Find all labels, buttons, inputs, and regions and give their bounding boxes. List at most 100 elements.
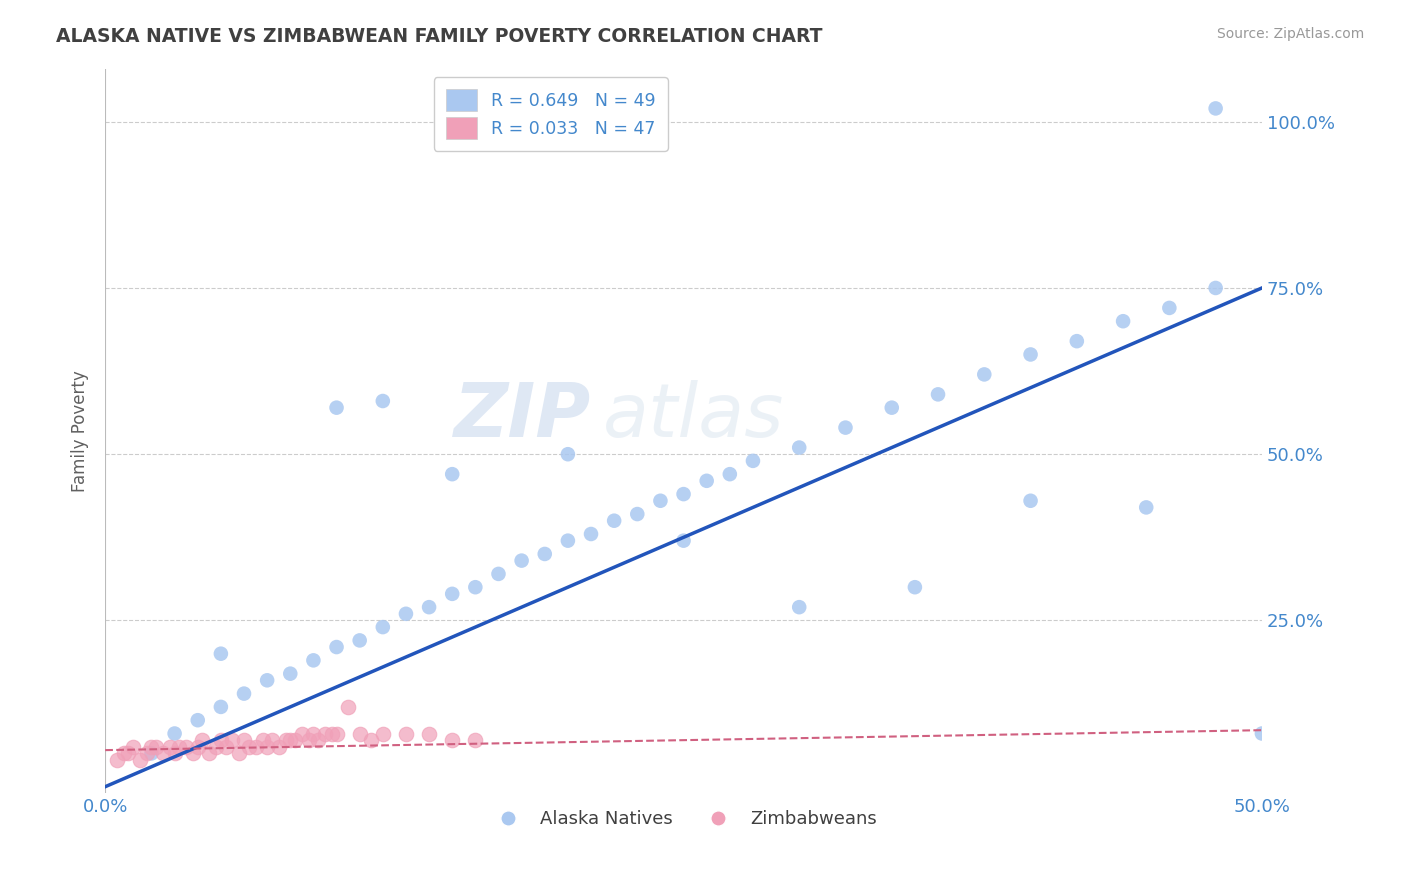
Point	[1159, 301, 1181, 315]
Point	[256, 673, 278, 688]
Point	[718, 467, 741, 482]
Point	[245, 739, 267, 754]
Point	[163, 747, 186, 761]
Point	[395, 607, 418, 621]
Point	[163, 726, 186, 740]
Text: ZIP: ZIP	[454, 380, 591, 453]
Point	[181, 747, 204, 761]
Point	[141, 747, 163, 761]
Point	[441, 587, 464, 601]
Point	[325, 401, 347, 415]
Point	[233, 687, 256, 701]
Point	[418, 600, 440, 615]
Point	[135, 747, 157, 761]
Point	[238, 739, 260, 754]
Point	[880, 401, 903, 415]
Point	[209, 733, 232, 747]
Point	[395, 726, 418, 740]
Point	[371, 620, 394, 634]
Point	[603, 514, 626, 528]
Point	[198, 747, 221, 761]
Point	[441, 467, 464, 482]
Point	[927, 387, 949, 401]
Point	[360, 733, 382, 747]
Point	[291, 726, 314, 740]
Point	[1205, 281, 1227, 295]
Point	[325, 726, 347, 740]
Text: atlas: atlas	[603, 380, 785, 452]
Point	[159, 739, 181, 754]
Point	[1205, 102, 1227, 116]
Point	[174, 739, 197, 754]
Point	[256, 739, 278, 754]
Legend: Alaska Natives, Zimbabweans: Alaska Natives, Zimbabweans	[482, 803, 884, 835]
Point	[557, 447, 579, 461]
Point	[187, 739, 209, 754]
Point	[533, 547, 555, 561]
Point	[112, 747, 135, 761]
Point	[278, 666, 301, 681]
Point	[267, 739, 290, 754]
Point	[349, 726, 371, 740]
Point	[464, 733, 486, 747]
Point	[298, 733, 321, 747]
Point	[787, 441, 810, 455]
Point	[302, 653, 325, 667]
Point	[284, 733, 307, 747]
Point	[337, 699, 360, 714]
Point	[314, 726, 336, 740]
Point	[696, 474, 718, 488]
Point	[510, 553, 533, 567]
Text: Source: ZipAtlas.com: Source: ZipAtlas.com	[1216, 27, 1364, 41]
Point	[233, 733, 256, 747]
Point	[557, 533, 579, 548]
Point	[221, 733, 243, 747]
Point	[441, 733, 464, 747]
Point	[349, 633, 371, 648]
Point	[167, 739, 190, 754]
Point	[1019, 493, 1042, 508]
Point	[464, 580, 486, 594]
Point	[418, 726, 440, 740]
Point	[834, 420, 856, 434]
Point	[129, 753, 152, 767]
Point	[1066, 334, 1088, 348]
Point	[274, 733, 297, 747]
Text: ALASKA NATIVE VS ZIMBABWEAN FAMILY POVERTY CORRELATION CHART: ALASKA NATIVE VS ZIMBABWEAN FAMILY POVER…	[56, 27, 823, 45]
Point	[228, 747, 250, 761]
Point	[252, 733, 274, 747]
Point	[973, 368, 995, 382]
Point	[307, 733, 329, 747]
Point	[152, 747, 174, 761]
Y-axis label: Family Poverty: Family Poverty	[72, 370, 89, 491]
Point	[321, 726, 343, 740]
Point	[488, 566, 510, 581]
Point	[145, 739, 167, 754]
Point	[1019, 347, 1042, 361]
Point	[141, 739, 163, 754]
Point	[1135, 500, 1157, 515]
Point	[214, 739, 236, 754]
Point	[191, 733, 214, 747]
Point	[1112, 314, 1135, 328]
Point	[105, 753, 128, 767]
Point	[672, 487, 695, 501]
Point	[260, 733, 283, 747]
Point	[117, 747, 139, 761]
Point	[742, 454, 765, 468]
Point	[205, 739, 228, 754]
Point	[371, 394, 394, 409]
Point	[904, 580, 927, 594]
Point	[371, 726, 394, 740]
Point	[787, 600, 810, 615]
Point	[122, 739, 145, 754]
Point	[209, 699, 232, 714]
Point	[626, 507, 648, 521]
Point	[1251, 726, 1274, 740]
Point	[278, 733, 301, 747]
Point	[209, 647, 232, 661]
Point	[325, 640, 347, 654]
Point	[650, 493, 672, 508]
Point	[187, 713, 209, 727]
Point	[579, 527, 602, 541]
